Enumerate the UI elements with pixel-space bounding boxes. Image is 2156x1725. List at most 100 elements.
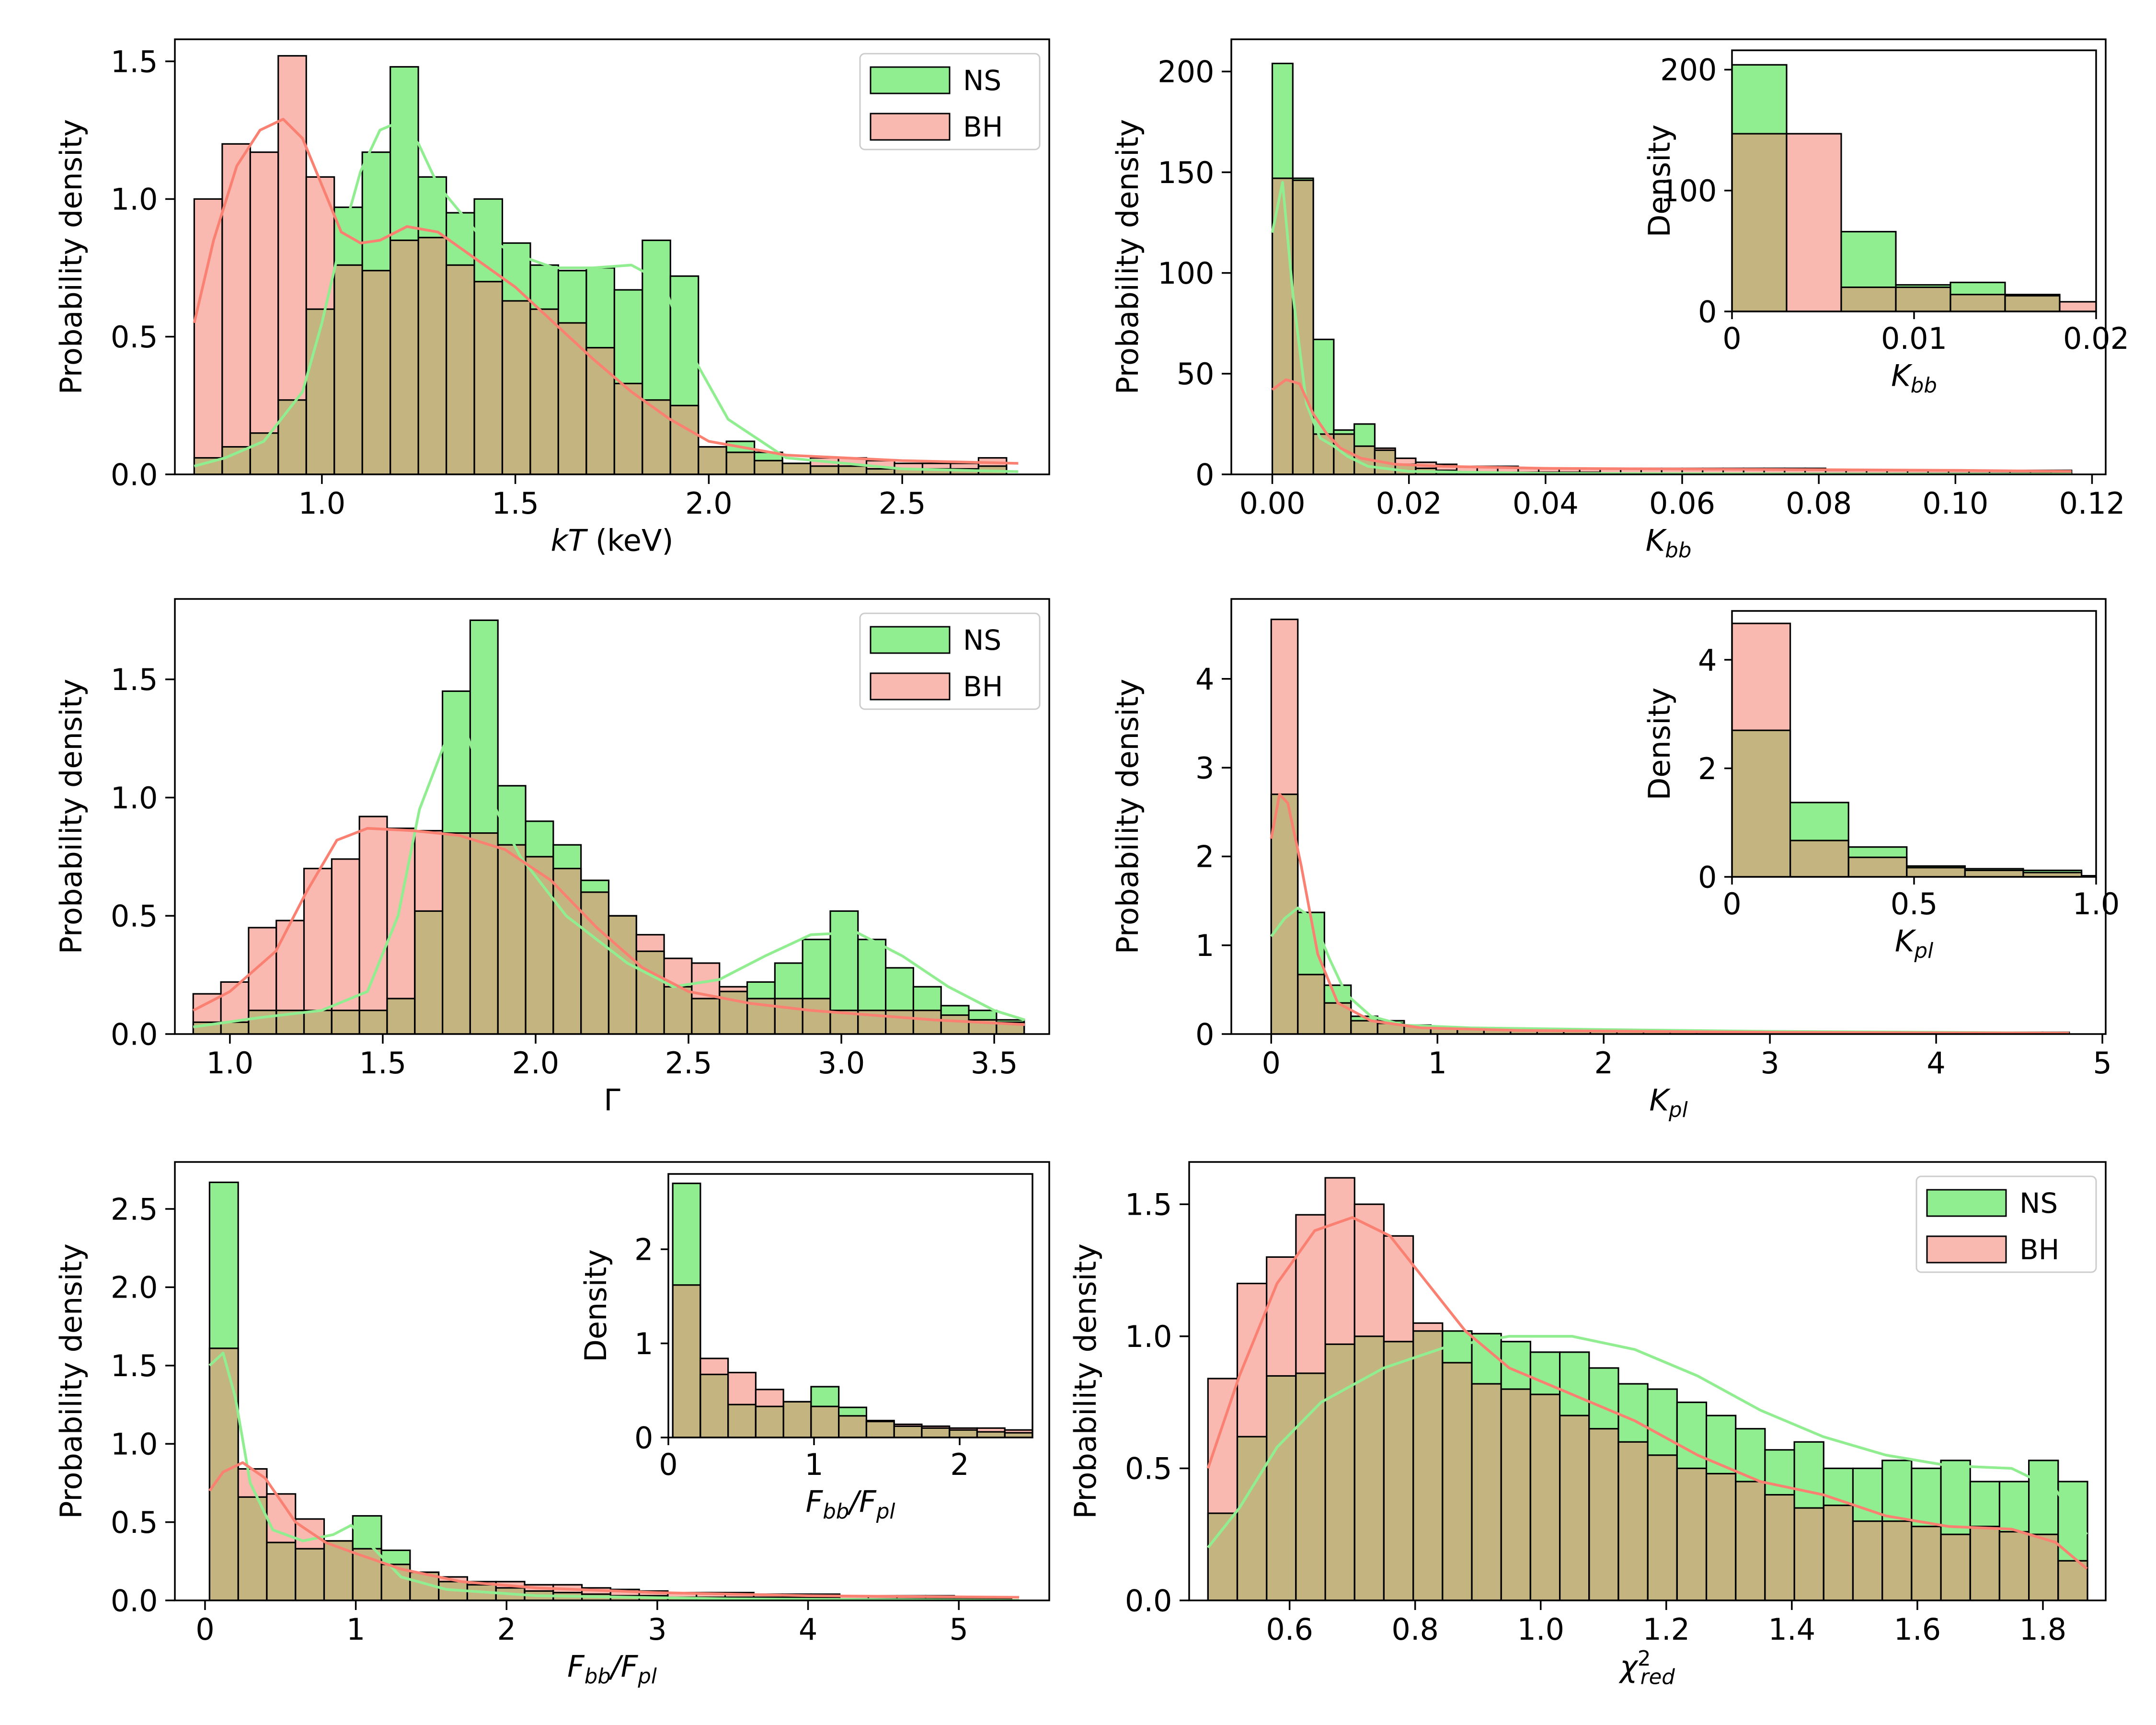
ns-bar <box>1677 1402 1707 1469</box>
overlap-bar <box>642 400 671 474</box>
ns-bar <box>1882 1460 1912 1521</box>
x-tick-label: 0.02 <box>1376 486 1442 521</box>
overlap-bar <box>474 281 503 474</box>
x-tick-label: 0.00 <box>1239 486 1306 521</box>
bh-bar <box>1702 468 1723 473</box>
ns-bar <box>673 1183 700 1285</box>
bh-bar-outline <box>996 1021 1025 1034</box>
overlap-bar <box>838 1415 867 1438</box>
overlap-bar <box>803 998 830 1034</box>
bh-bar <box>1620 468 1641 473</box>
overlap-bar <box>894 1426 922 1438</box>
inset-Kpl-x-axis-label: Kpl <box>1895 924 1933 964</box>
overlap-bar <box>1882 1521 1912 1600</box>
ns-bar <box>1618 1384 1648 1442</box>
y-tick-label: 0 <box>1195 1017 1214 1052</box>
overlap-bar <box>1377 1023 1404 1034</box>
overlap-bar <box>1208 1513 1238 1600</box>
x-tick-label: 4 <box>1927 1046 1945 1081</box>
overlap-bar <box>1896 287 1950 311</box>
Gamma-x-axis-label: Γ <box>604 1083 620 1118</box>
overlap-bar <box>306 309 334 474</box>
ns-bar <box>553 845 581 869</box>
x-tick-label: 1.0 <box>2073 886 2120 921</box>
bh-bar <box>1266 1257 1296 1376</box>
chart-chi2: 0.6 0.8 1.0 1.2 1.4 1.6 1.8 0.0 0.5 1.0 1.5 χ2 red Pr… <box>1068 1161 2107 1689</box>
y-tick-label: 100 <box>1158 256 1214 291</box>
bh-bar <box>1271 619 1298 794</box>
overlap-bar <box>334 265 363 474</box>
y-tick-label: 0.0 <box>111 1017 158 1052</box>
x-tick-label: 1.0 <box>206 1046 254 1081</box>
overlap-bar <box>1911 1526 1941 1600</box>
ratio-x-axis-label: Fbb/Fpl <box>567 1649 657 1689</box>
overlap-bar <box>726 452 755 474</box>
ns-bar <box>586 267 615 348</box>
ns-legend-swatch <box>1926 1189 2007 1217</box>
overlap-bar <box>1530 1394 1560 1600</box>
ns-bar <box>1293 178 1314 181</box>
overlap-bar <box>1560 1415 1589 1600</box>
overlap-bar <box>586 347 615 474</box>
ns-bar <box>642 240 671 400</box>
ns-bar <box>502 243 530 301</box>
Kpl-frame <box>1230 598 2107 1035</box>
chi2-frame <box>1188 1161 2107 1601</box>
bh-bar <box>1928 470 1949 473</box>
x-tick-label: 0.02 <box>2063 321 2129 356</box>
inset-Kbb: 0 0.01 0.02 0 100 200 Kbb Density <box>1642 49 2129 398</box>
bh-kde-line <box>1271 378 2072 473</box>
inset-Kbb-y-axis-label: Density <box>1642 125 1677 238</box>
overlap-bar <box>664 987 692 1034</box>
legend: NS BH <box>859 612 1041 710</box>
overlap-bar <box>811 1406 839 1438</box>
overlap-bar <box>1442 1362 1472 1600</box>
ns-legend-label: NS <box>963 64 1001 97</box>
x-tick-label: 3 <box>1760 1046 1779 1081</box>
bh-bar-outline <box>2059 301 2096 311</box>
overlap-bar <box>866 1421 895 1438</box>
x-tick-label: 1.5 <box>359 1046 407 1081</box>
x-tick-label: 2.5 <box>665 1046 712 1081</box>
ns-bar-outline <box>669 275 700 474</box>
ns-bar <box>2029 1460 2058 1535</box>
ns-bar <box>811 1386 839 1407</box>
overlap-bar <box>2005 296 2060 311</box>
overlap-bar <box>470 833 498 1034</box>
ns-bar <box>747 982 775 999</box>
Kpl-y-axis-label: Probability density <box>1110 679 1145 954</box>
ns-bar <box>775 963 803 999</box>
overlap-bar <box>1999 1531 2029 1600</box>
chart-Gamma: 1.0 1.5 2.0 2.5 3.0 3.5 0.0 0.5 1.0 1.5 Γ Probabili… <box>54 598 1050 1118</box>
bh-bar <box>250 152 278 433</box>
y-tick-label: 2.5 <box>111 1192 158 1227</box>
bh-bar <box>278 56 307 400</box>
overlap-bar <box>1618 1442 1648 1600</box>
x-tick-label: 0.6 <box>1266 1612 1313 1647</box>
inset-ratio-bars <box>672 1183 1032 1438</box>
bh-bar <box>719 987 747 992</box>
ns-bar <box>1906 866 1965 868</box>
y-tick-label: 1.5 <box>1125 1187 1172 1222</box>
x-tick-label: 3 <box>648 1612 666 1647</box>
bh-bar <box>1732 623 1790 731</box>
bh-bar <box>222 144 251 447</box>
bh-bar <box>332 859 360 1011</box>
bh-bar <box>756 1389 784 1407</box>
chi2-bars <box>1206 1177 2088 1600</box>
bh-kde-line <box>208 1461 1020 1599</box>
bh-bar <box>894 463 923 469</box>
Kbb-frame <box>1230 38 2107 475</box>
bh-bar <box>1846 470 1867 473</box>
x-tick-label: 2 <box>497 1612 516 1647</box>
overlap-bar <box>558 322 586 474</box>
overlap-bar <box>756 1406 784 1438</box>
ns-bar <box>1999 1481 2029 1532</box>
overlap-bar <box>921 1428 950 1438</box>
bh-bar <box>1580 468 1600 472</box>
overlap-bar <box>2023 872 2082 877</box>
bh-bar <box>894 1424 922 1426</box>
Kbb-x-axis-label: Kbb <box>1646 523 1692 563</box>
y-tick-label: 1.5 <box>111 662 158 697</box>
